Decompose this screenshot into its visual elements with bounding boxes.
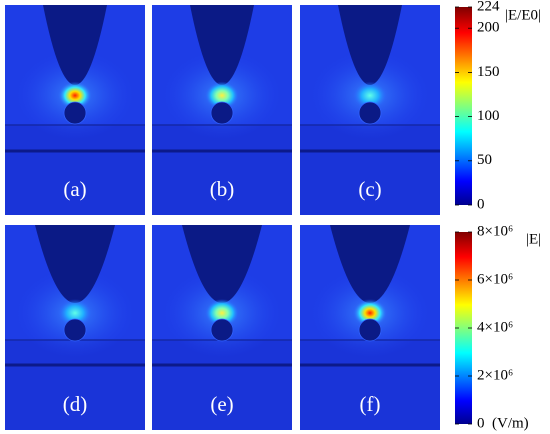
nanoparticle xyxy=(63,101,87,125)
panels: (a) (b) (c) (d) (e) (f) xyxy=(5,5,440,430)
nanoparticle xyxy=(63,318,87,342)
nanoparticle xyxy=(358,318,382,342)
tip xyxy=(190,5,254,85)
colorbar-unit: (V/m) xyxy=(492,415,529,431)
tick-label: 0 xyxy=(477,196,485,212)
tick-label: 224 xyxy=(477,0,500,14)
field-panel: (f) xyxy=(300,225,440,430)
tick-label: 6×10⁶ xyxy=(477,271,513,287)
colorbar-title: |E/E0| xyxy=(505,7,541,23)
tip xyxy=(43,5,107,85)
hotspot xyxy=(353,81,387,110)
tick-label: 100 xyxy=(477,108,500,124)
panel-label: (e) xyxy=(210,392,233,416)
panel-label: (f) xyxy=(360,392,381,416)
hotspot xyxy=(58,81,92,110)
tick-label: 2×10⁶ xyxy=(477,367,513,383)
field-panel: (e) xyxy=(152,225,292,430)
tick-label: 8×10⁶ xyxy=(477,223,513,239)
field-panel: (d) xyxy=(5,225,145,430)
panel-label: (b) xyxy=(210,177,235,201)
panel-label: (a) xyxy=(63,177,86,201)
colorbar-title: |E| xyxy=(526,231,541,247)
tick-label: 150 xyxy=(477,64,500,80)
tip xyxy=(338,5,402,85)
panel-label: (d) xyxy=(63,392,88,416)
colorbar xyxy=(455,7,472,205)
field-panel: (c) xyxy=(300,5,440,215)
hotspot xyxy=(205,81,239,110)
panel-label: (c) xyxy=(358,177,381,201)
colorbar xyxy=(455,232,472,424)
tick-label: 50 xyxy=(477,152,492,168)
field-panel: (b) xyxy=(152,5,292,215)
tip xyxy=(35,225,115,303)
tip xyxy=(330,225,410,303)
nanoparticle xyxy=(210,318,234,342)
hotspot xyxy=(353,299,387,327)
tick-label: 4×10⁶ xyxy=(477,319,513,335)
nanoparticle xyxy=(210,101,234,125)
hotspot xyxy=(205,299,239,327)
field-panel: (a) xyxy=(5,5,145,215)
tick-label: 0 xyxy=(477,415,485,431)
nanoparticle xyxy=(358,101,382,125)
hotspot xyxy=(58,299,92,327)
tip xyxy=(182,225,262,303)
tick-label: 200 xyxy=(477,20,500,36)
